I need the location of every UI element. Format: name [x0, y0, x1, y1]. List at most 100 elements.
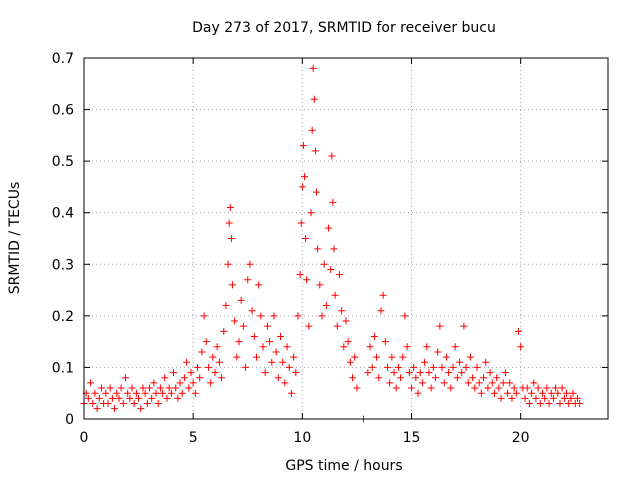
data-point	[556, 400, 564, 408]
data-point	[423, 343, 431, 351]
data-point	[287, 389, 295, 397]
data-point	[115, 394, 123, 402]
data-point	[375, 374, 383, 382]
data-point	[434, 348, 442, 356]
data-point	[156, 384, 164, 392]
data-point	[161, 374, 169, 382]
data-point	[117, 384, 125, 392]
chart-title: Day 273 of 2017, SRMTID for receiver buc…	[192, 20, 496, 36]
data-point	[303, 276, 311, 284]
data-point	[268, 358, 276, 366]
y-tick-label: 0.7	[52, 51, 74, 67]
data-point	[316, 281, 324, 289]
y-tick-label: 0.3	[52, 257, 74, 273]
data-point	[299, 142, 307, 150]
data-point	[292, 369, 300, 377]
data-point	[458, 369, 466, 377]
axis-ticks: 0 0.1 0.2 0.3 0.4 0.5 0.6 0.7 0 5 10 15 20	[52, 51, 608, 446]
data-point	[414, 389, 422, 397]
data-point	[466, 353, 474, 361]
data-point	[106, 384, 114, 392]
data-point	[148, 394, 156, 402]
x-tick-label: 10	[293, 430, 311, 446]
data-point	[497, 394, 505, 402]
data-point	[263, 322, 271, 330]
data-point	[408, 384, 415, 392]
data-point	[451, 343, 459, 351]
data-point	[475, 379, 483, 387]
y-tick-label: 0	[65, 412, 74, 428]
data-point	[493, 374, 501, 382]
data-point	[124, 389, 132, 397]
data-point	[523, 384, 531, 392]
data-point	[111, 405, 119, 413]
data-point	[477, 389, 485, 397]
data-point	[285, 363, 293, 371]
data-point	[541, 394, 549, 402]
data-point	[351, 353, 359, 361]
data-point	[364, 369, 372, 377]
data-point	[469, 374, 477, 382]
data-point	[418, 379, 426, 387]
data-point	[89, 400, 97, 408]
data-point	[172, 384, 180, 392]
data-point	[227, 235, 235, 242]
data-point	[277, 332, 284, 340]
data-point	[108, 394, 116, 402]
data-point	[480, 374, 488, 382]
data-point	[504, 389, 512, 397]
data-point	[204, 363, 212, 371]
data-point	[311, 147, 319, 155]
data-point	[314, 245, 322, 253]
data-point	[547, 389, 555, 397]
data-point	[558, 384, 566, 392]
data-point	[167, 389, 175, 397]
data-point	[180, 374, 188, 382]
data-point	[143, 400, 151, 408]
data-point	[159, 389, 167, 397]
data-point	[473, 363, 481, 371]
data-point	[130, 400, 138, 408]
data-point	[233, 353, 241, 361]
data-point	[87, 379, 95, 387]
data-point	[322, 302, 330, 310]
data-point	[290, 353, 298, 361]
x-tick-label: 15	[403, 430, 421, 446]
data-point	[512, 389, 520, 397]
data-point	[102, 389, 110, 397]
data-point	[246, 260, 254, 268]
data-point	[397, 374, 405, 382]
data-point	[525, 400, 533, 408]
data-point	[244, 276, 252, 284]
data-point	[438, 363, 446, 371]
data-point	[383, 363, 391, 371]
data-point	[344, 338, 352, 346]
data-point	[196, 374, 204, 382]
data-point	[536, 400, 544, 408]
data-point	[318, 312, 326, 320]
data-point	[436, 322, 444, 330]
data-point	[366, 343, 374, 351]
data-point	[200, 312, 208, 320]
data-point	[421, 358, 429, 366]
y-tick-label: 0.1	[52, 360, 74, 376]
data-point	[453, 374, 461, 382]
data-point	[185, 384, 193, 392]
data-point	[226, 204, 234, 212]
data-point	[132, 389, 140, 397]
data-point	[301, 173, 309, 181]
data-point	[281, 379, 289, 387]
data-point	[521, 394, 529, 402]
data-point	[381, 338, 389, 346]
data-point	[320, 260, 328, 268]
data-point	[218, 374, 226, 382]
data-point	[379, 291, 387, 299]
data-point	[307, 209, 315, 217]
data-point	[456, 358, 464, 366]
x-tick-label: 5	[189, 430, 198, 446]
x-tick-label: 20	[512, 430, 530, 446]
data-point	[121, 374, 129, 382]
data-point	[294, 312, 302, 320]
data-point	[313, 188, 321, 196]
